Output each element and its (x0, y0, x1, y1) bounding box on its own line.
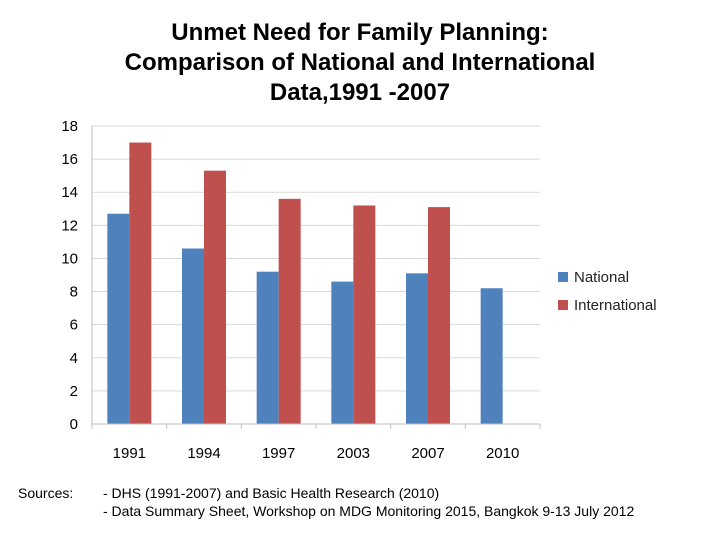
bar-national-1997 (256, 271, 279, 424)
bar-national-2007 (406, 273, 428, 424)
legend-label-national: National (574, 269, 629, 286)
y-tick-label: 0 (70, 416, 78, 433)
chart-title-line-1: Unmet Need for Family Planning: (171, 19, 549, 46)
sources-note: Sources: - DHS (1991-2007) and Basic Hea… (18, 484, 634, 520)
y-tick-label: 4 (70, 350, 78, 367)
x-axis: 1991 1994 1997 2003 2007 2010 (91, 423, 541, 462)
legend-swatch-international (558, 300, 568, 310)
chart-title-line-3: Data,1991 -2007 (269, 79, 451, 106)
y-tick-label: 14 (61, 184, 78, 201)
source-line-1: - DHS (1991-2007) and Basic Health Resea… (103, 485, 440, 501)
bars (107, 142, 503, 425)
y-tick-label: 2 (70, 383, 78, 400)
legend-label-international: International (574, 297, 657, 314)
x-tick-label: 2007 (411, 445, 444, 462)
source-line-2: - Data Summary Sheet, Workshop on MDG Mo… (103, 503, 635, 519)
x-tick-label: 2010 (486, 445, 519, 462)
y-tick-label: 10 (61, 250, 78, 267)
bar-chart: 0 2 4 6 8 10 12 14 16 18 1991 1994 1997 2003 2007 2010… (61, 118, 657, 462)
bar-international-1997 (278, 198, 301, 424)
legend-swatch-national (558, 272, 568, 282)
bar-national-1991 (107, 213, 130, 424)
y-tick-label: 12 (61, 217, 78, 234)
chart-title: Unmet Need for Family Planning: Comparis… (0, 18, 720, 108)
x-tick-label: 1991 (113, 445, 146, 462)
legend: National International (558, 269, 657, 314)
y-axis: 0 2 4 6 8 10 12 14 16 18 (61, 118, 93, 433)
x-tick-label: 1997 (262, 445, 295, 462)
bar-national-2010 (480, 288, 503, 424)
y-tick-label: 16 (61, 151, 78, 168)
bar-national-1994 (182, 248, 204, 424)
y-tick-label: 8 (70, 284, 78, 301)
bar-international-2007 (428, 207, 450, 424)
gridlines (92, 125, 540, 392)
bar-international-1994 (204, 170, 226, 424)
x-tick-label: 1994 (187, 445, 220, 462)
bar-international-1991 (129, 142, 152, 425)
chart-title-line-2: Comparison of National and International (124, 49, 596, 76)
bar-international-2003 (353, 205, 376, 424)
y-tick-label: 18 (61, 118, 78, 135)
bar-national-2003 (331, 281, 354, 424)
sources-label: Sources: (18, 485, 74, 501)
y-tick-label: 6 (70, 317, 78, 334)
x-tick-label: 2003 (337, 445, 370, 462)
